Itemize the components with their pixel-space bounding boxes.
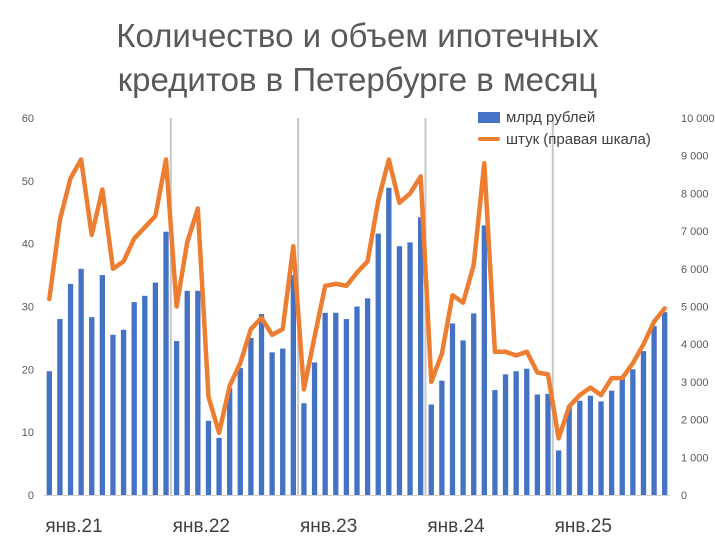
right-axis-tick-label: 8 000 xyxy=(681,188,709,200)
x-tick-label: янв.23 xyxy=(300,516,357,537)
bar xyxy=(301,403,307,495)
bar xyxy=(651,325,657,495)
bar xyxy=(142,295,148,495)
bar xyxy=(248,337,254,495)
bar xyxy=(418,217,424,495)
bar xyxy=(343,319,350,495)
right-axis-tick-label: 6 000 xyxy=(681,264,709,276)
bar xyxy=(311,362,318,495)
bar xyxy=(481,225,487,495)
bar xyxy=(99,275,106,495)
left-axis-tick-label: 30 xyxy=(22,302,34,314)
bar xyxy=(555,450,562,495)
legend-label-line: штук (правая шкала) xyxy=(506,130,651,148)
x-tick-label: янв.24 xyxy=(427,516,485,537)
bar xyxy=(471,313,477,495)
chart-title: Количество и объем ипотечных кредитов в … xyxy=(0,14,715,102)
bar xyxy=(322,312,328,495)
x-tick-label: янв.25 xyxy=(555,516,612,537)
bar xyxy=(205,420,212,495)
right-axis-tick-label: 1 000 xyxy=(681,452,709,464)
bar xyxy=(502,374,509,495)
bar xyxy=(534,394,541,495)
bar xyxy=(587,395,594,495)
bar xyxy=(131,302,137,495)
bar xyxy=(110,334,116,495)
bar xyxy=(237,368,243,495)
right-axis-tick-label: 4 000 xyxy=(681,339,709,351)
legend-item-line: штук (правая шкала) xyxy=(478,128,651,150)
right-axis-tick-label: 3 000 xyxy=(681,377,709,389)
bar xyxy=(608,390,615,495)
bar xyxy=(449,323,456,495)
bar xyxy=(545,393,551,495)
bar xyxy=(269,352,275,495)
bar xyxy=(163,231,169,495)
bar xyxy=(152,282,159,495)
bar xyxy=(428,404,434,495)
bar xyxy=(354,306,360,495)
bar xyxy=(120,329,127,495)
right-axis-tick-label: 2 000 xyxy=(681,415,709,427)
chart-title-line-2: кредитов в Петербурге в месяц xyxy=(117,61,598,98)
bar xyxy=(280,348,286,495)
bar xyxy=(386,187,392,495)
legend: млрд рублей штук (правая шкала) xyxy=(478,106,651,150)
bar xyxy=(227,388,233,495)
x-tick-label: янв.22 xyxy=(173,516,230,537)
bar xyxy=(57,319,63,495)
bar xyxy=(258,314,265,495)
right-axis-tick-label: 0 xyxy=(681,490,687,502)
bar xyxy=(577,400,583,495)
legend-item-bars: млрд рублей xyxy=(478,106,651,128)
right-axis-tick-label: 10 000 xyxy=(681,113,715,125)
legend-label-bars: млрд рублей xyxy=(506,108,596,126)
left-axis-tick-label: 10 xyxy=(22,427,34,439)
x-tick-label: янв.21 xyxy=(45,516,102,537)
bar xyxy=(173,341,180,495)
bar xyxy=(333,312,339,495)
bar xyxy=(619,377,625,495)
left-axis-tick-label: 50 xyxy=(22,176,34,188)
left-axis-tick-label: 0 xyxy=(28,490,34,502)
left-axis-tick-label: 60 xyxy=(22,113,34,125)
bar xyxy=(396,246,403,495)
bar xyxy=(566,405,572,495)
bar xyxy=(195,290,201,495)
bar xyxy=(67,283,74,495)
chart-title-line-1: Количество и объем ипотечных xyxy=(116,17,599,54)
right-axis-tick-label: 5 000 xyxy=(681,302,709,314)
bar xyxy=(524,368,530,495)
bar xyxy=(640,351,647,495)
bar xyxy=(78,268,84,495)
bar xyxy=(216,437,222,495)
bar xyxy=(184,290,190,495)
line-series xyxy=(47,157,667,441)
bar xyxy=(513,371,519,495)
bar xyxy=(492,390,498,495)
bar xyxy=(407,242,413,495)
bar xyxy=(598,401,604,495)
bar xyxy=(290,275,296,495)
bar xyxy=(630,369,636,495)
right-axis-tick-label: 7 000 xyxy=(681,226,709,238)
bar xyxy=(46,371,52,495)
legend-bar-swatch xyxy=(478,111,500,123)
bar xyxy=(460,340,466,495)
bar xyxy=(662,312,668,495)
right-axis-tick-label: 9 000 xyxy=(681,151,709,163)
bar xyxy=(364,298,371,495)
bar xyxy=(375,233,381,495)
bar xyxy=(439,380,445,495)
bar xyxy=(89,317,95,495)
left-axis-tick-label: 20 xyxy=(22,364,34,376)
legend-line-swatch xyxy=(478,137,500,141)
left-axis-tick-label: 40 xyxy=(22,239,34,251)
